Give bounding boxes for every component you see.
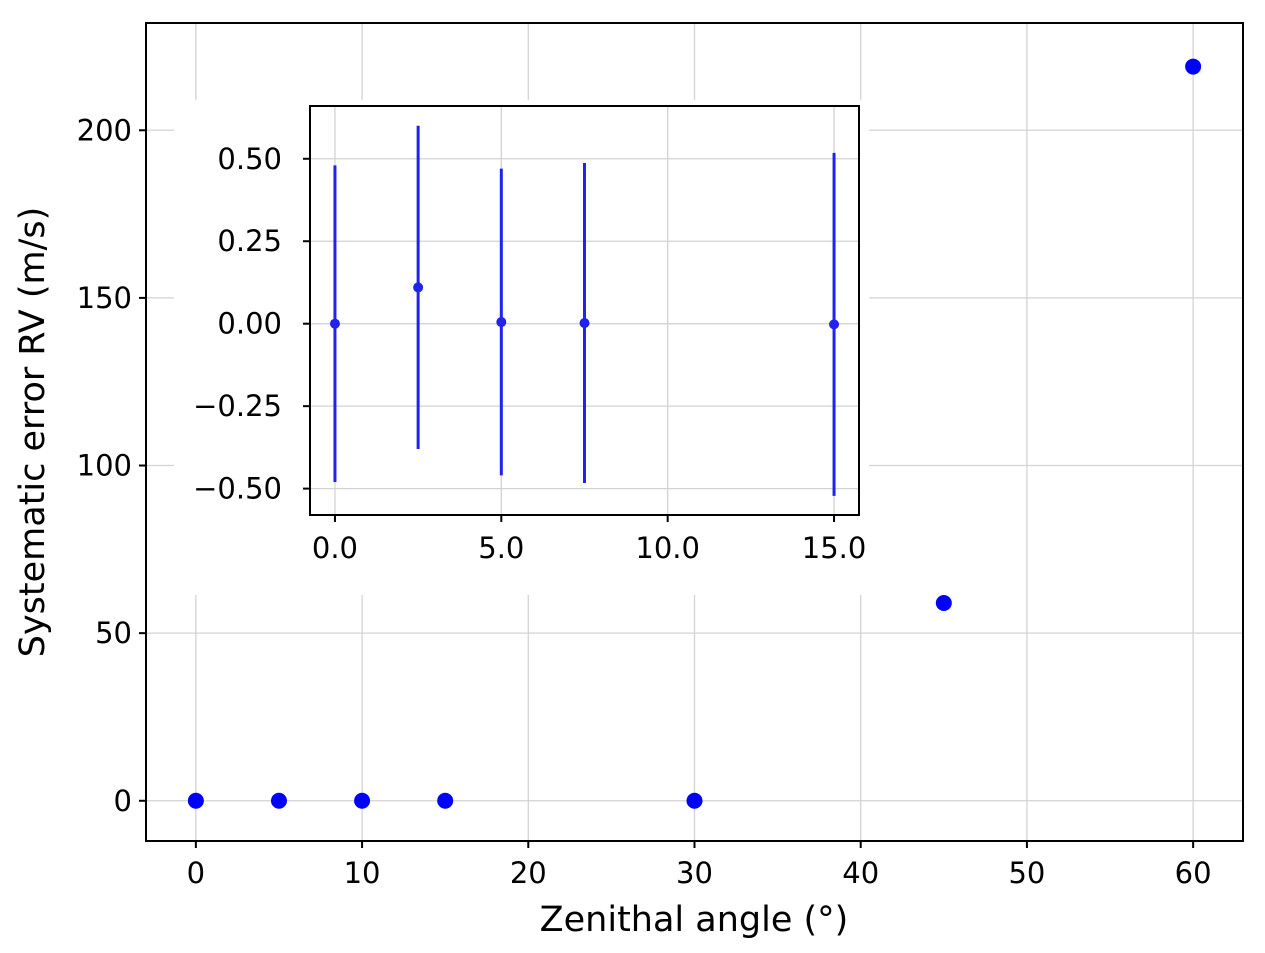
main-data-point (187, 792, 204, 809)
main-y-tick-label: 200 (77, 113, 132, 147)
inset-plot-frame (309, 105, 860, 516)
inset-y-tick-label: −0.50 (193, 472, 282, 506)
inset-x-tick-label: 10.0 (635, 531, 700, 565)
main-y-tick-label: 0 (114, 784, 132, 818)
main-data-point (935, 594, 952, 611)
inset-y-tick-label: 0.00 (217, 307, 282, 341)
inset-data-point (579, 318, 590, 329)
inset-y-tick-label: 0.50 (217, 142, 282, 176)
main-data-point (1185, 58, 1202, 75)
main-data-point (437, 792, 454, 809)
inset-y-tick-label: 0.25 (217, 224, 282, 258)
main-x-tick-label: 30 (676, 856, 713, 890)
main-x-tick-label: 40 (842, 856, 879, 890)
inset-data-points (329, 125, 840, 496)
inset-x-tick-label: 15.0 (802, 531, 867, 565)
inset-y-tick-label: −0.25 (193, 389, 282, 423)
main-x-tick-label: 60 (1175, 856, 1212, 890)
main-x-tick-label: 20 (510, 856, 547, 890)
main-y-tick-label: 150 (77, 281, 132, 315)
inset-data-point (829, 319, 840, 330)
inset-x-ticks: 0.0 5.0 10.0 15.0 (312, 515, 866, 565)
main-x-ticks: 0 10 20 30 40 50 60 (187, 841, 1212, 890)
inset-x-tick-label: 0.0 (312, 531, 358, 565)
inset-data-point (413, 282, 424, 293)
main-x-tick-label: 50 (1008, 856, 1045, 890)
main-data-point (686, 792, 703, 809)
main-data-point (354, 792, 371, 809)
inset-chart: 0.0 5.0 10.0 15.0 −0.50 −0.25 0.00 0.25 0.50 (174, 100, 869, 595)
main-y-tick-label: 50 (95, 616, 132, 650)
inset-x-tick-label: 5.0 (478, 531, 524, 565)
inset-data-point (329, 318, 340, 329)
main-x-tick-label: 10 (344, 856, 381, 890)
main-y-ticks: 0 50 100 150 200 (77, 113, 146, 818)
inset-data-point (496, 317, 507, 328)
x-axis-label: Zenithal angle (°) (540, 900, 849, 940)
inset-background (174, 100, 869, 595)
main-data-point (270, 792, 287, 809)
y-axis-label: Systematic error RV (m/s) (13, 207, 53, 658)
inset-y-ticks: −0.50 −0.25 0.00 0.25 0.50 (193, 142, 310, 506)
main-data-points (187, 58, 1202, 809)
main-y-tick-label: 100 (77, 449, 132, 483)
main-x-tick-label: 0 (187, 856, 205, 890)
